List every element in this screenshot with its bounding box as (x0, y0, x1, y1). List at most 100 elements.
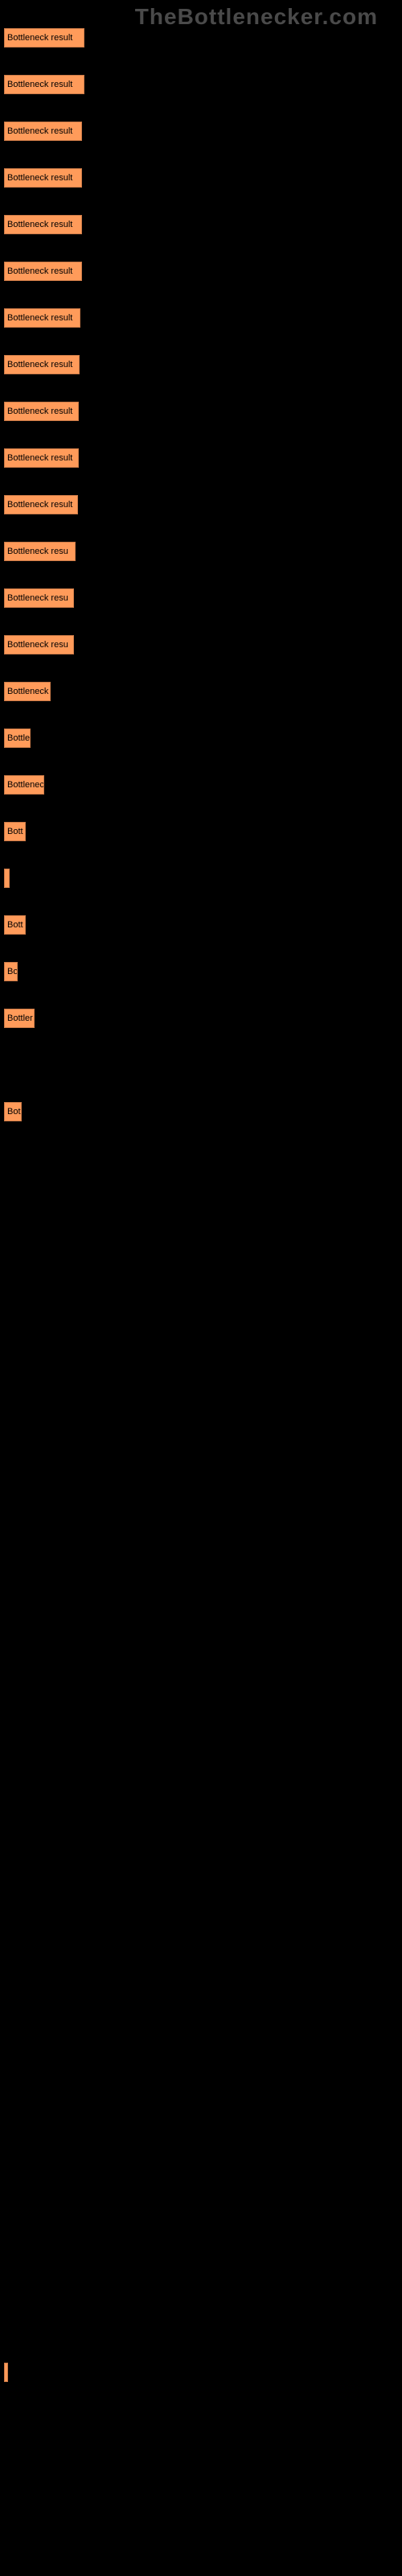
bar-row (4, 2129, 402, 2149)
bar-row (4, 1335, 402, 1355)
bar: Bottleneck result (4, 448, 79, 468)
bar-row: Bottleneck resu (4, 635, 402, 654)
bar: Bottleneck result (4, 355, 80, 374)
bar-row (4, 1662, 402, 1682)
bar-row (4, 2223, 402, 2242)
bar-row: Bottleneck result (4, 215, 402, 234)
bar-label: Bottleneck resu (7, 640, 68, 650)
bar-row (4, 1896, 402, 1915)
bar-row (4, 2456, 402, 2475)
bar-row (4, 1756, 402, 1775)
bar-label: Bott (7, 920, 23, 930)
bar: Bott (4, 822, 26, 841)
bar-row: Bottleneck (4, 682, 402, 701)
bar-row: Bott (4, 822, 402, 841)
bar-row (4, 1289, 402, 1308)
bar-row (4, 1055, 402, 1075)
bar: Bottleneck result (4, 28, 84, 47)
bar: Bottle (4, 729, 31, 748)
bar-row (4, 1195, 402, 1215)
bar-row (4, 1569, 402, 1588)
bar: Bott (4, 915, 26, 935)
bar-row (4, 1989, 402, 2008)
bar-row (4, 1849, 402, 1868)
bar: Bot (4, 1102, 22, 1121)
bar-row (4, 1802, 402, 1822)
bar: Bottleneck resu (4, 588, 74, 608)
bar: Bottleneck resu (4, 542, 76, 561)
bar: Bottleneck result (4, 75, 84, 94)
bar: Bottleneck result (4, 215, 82, 234)
bar-row (4, 1476, 402, 1495)
bar: Bottleneck result (4, 402, 79, 421)
bar-row (4, 2036, 402, 2055)
bar-row (4, 2316, 402, 2335)
bar-label: Bottleneck result (7, 126, 72, 136)
bar: Bottleneck result (4, 308, 80, 328)
bar: Bottleneck (4, 682, 51, 701)
bar-label: Bottler (7, 1013, 33, 1023)
bar-row: Bottleneck result (4, 262, 402, 281)
bar-row (4, 1242, 402, 1261)
bar-row: Bottleneck resu (4, 542, 402, 561)
bar (4, 2363, 8, 2382)
chart-container: Bottleneck result Bottleneck result Bottle… (0, 0, 402, 2519)
bar-row: Bottleneck result (4, 75, 402, 94)
bar-label: Bottleneck result (7, 453, 72, 463)
bar-row: Bottlenec (4, 775, 402, 795)
bar-row (4, 1429, 402, 1448)
bar-row (4, 2176, 402, 2195)
bar-row: Bottleneck result (4, 122, 402, 141)
bar-row (4, 2083, 402, 2102)
bar-row (4, 1709, 402, 1728)
bar: Bottleneck result (4, 262, 82, 281)
bar: Bottleneck result (4, 495, 78, 514)
bar-row (4, 2269, 402, 2289)
bar: Bottler (4, 1009, 35, 1028)
bar-label: Bottleneck result (7, 266, 72, 276)
bar-row: Bottleneck result (4, 308, 402, 328)
bar-label: Bot (7, 1107, 21, 1117)
bar: Bottleneck result (4, 168, 82, 188)
bar-row (4, 869, 402, 888)
bar-row: Bottleneck result (4, 448, 402, 468)
bar-row: Bottleneck result (4, 495, 402, 514)
bar-label: Bottleneck result (7, 313, 72, 323)
bar-row (4, 1149, 402, 1168)
bar-label: Bottle (7, 733, 30, 743)
bar-row: Bottle (4, 729, 402, 748)
bar-row: Bottleneck result (4, 402, 402, 421)
bar-label: Bottleneck result (7, 220, 72, 229)
bar-label: Bottleneck (7, 687, 48, 696)
bar-label: Bottleneck result (7, 173, 72, 183)
bar-label: Bottlenec (7, 780, 44, 790)
bar-label: Bottleneck result (7, 360, 72, 369)
bar-row (4, 1382, 402, 1402)
bar-label: Bottleneck result (7, 80, 72, 89)
bar: Bo (4, 962, 18, 981)
bar-label: Bottleneck result (7, 407, 72, 416)
bar-label: Bottleneck result (7, 500, 72, 510)
bar-label: Bo (7, 967, 18, 976)
bar-label: Bottleneck result (7, 33, 72, 43)
bar (4, 869, 10, 888)
bar-row: Bo (4, 962, 402, 981)
bar-row (4, 2409, 402, 2429)
bar-row: Bottleneck result (4, 355, 402, 374)
bar-row (4, 1942, 402, 1962)
watermark: TheBottlenecker.com (135, 4, 378, 30)
bar-row (4, 1522, 402, 1542)
bar: Bottlenec (4, 775, 44, 795)
bar-row: Bott (4, 915, 402, 935)
bar-row: Bottleneck resu (4, 588, 402, 608)
bar-row (4, 1616, 402, 1635)
bar-row: Bottleneck result (4, 28, 402, 47)
bar-row (4, 2363, 402, 2382)
bar: Bottleneck resu (4, 635, 74, 654)
bar-row: Bottleneck result (4, 168, 402, 188)
bar-row: Bottler (4, 1009, 402, 1028)
bar-label: Bott (7, 827, 23, 836)
bar: Bottleneck result (4, 122, 82, 141)
bar-row: Bot (4, 1102, 402, 1121)
bar-label: Bottleneck resu (7, 547, 68, 556)
